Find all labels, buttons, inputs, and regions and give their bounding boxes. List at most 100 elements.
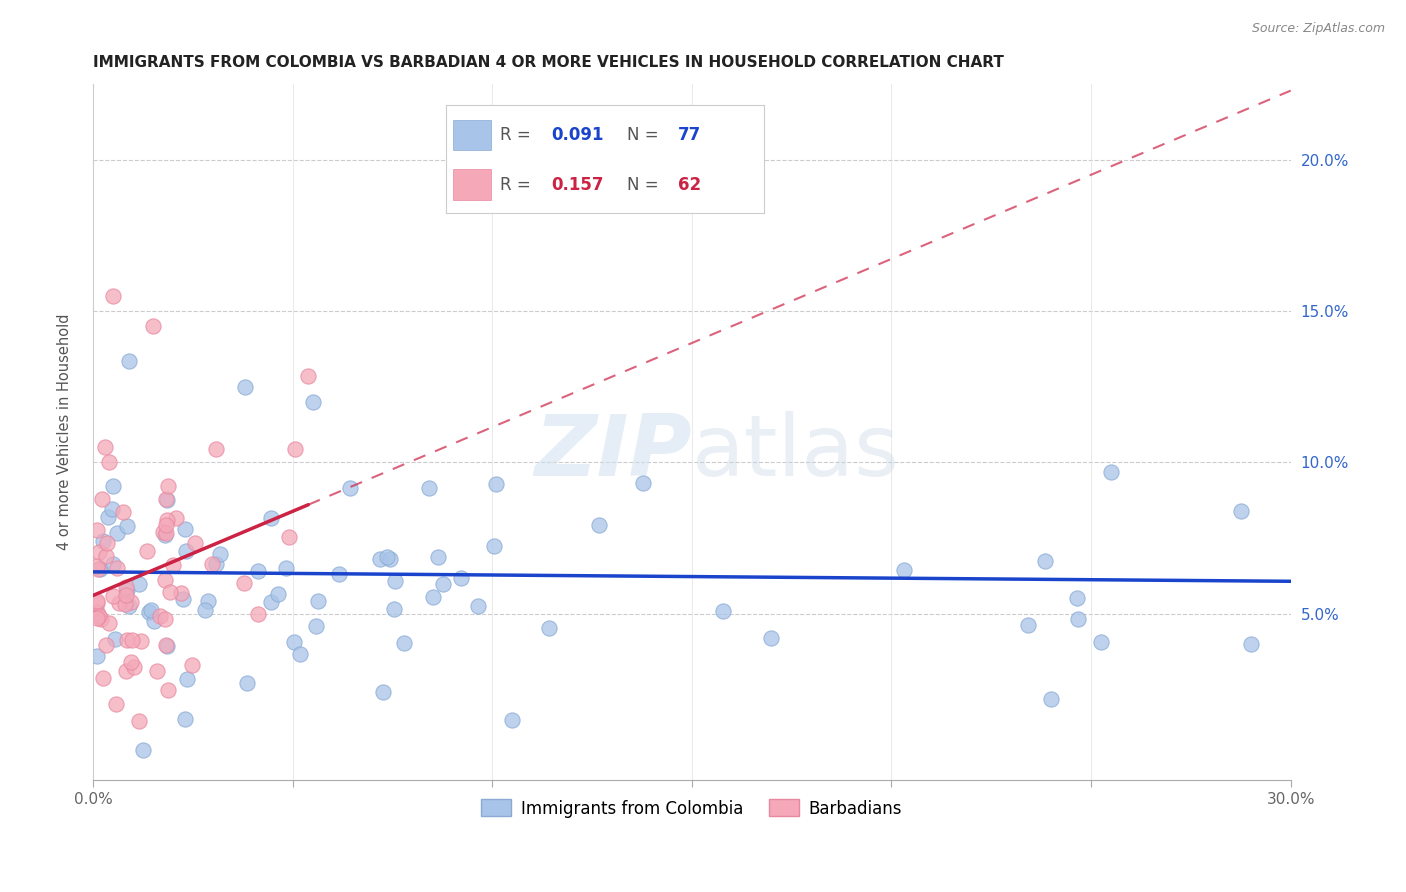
Point: [288, 647, 311, 661]
Point: [283, 635, 305, 649]
Point: [432, 577, 454, 591]
Point: [131, 743, 153, 757]
Point: [384, 574, 406, 589]
Point: [155, 525, 177, 540]
Point: [328, 567, 350, 582]
Point: [1240, 637, 1263, 651]
Point: [103, 589, 125, 603]
Point: [1067, 612, 1090, 626]
Point: [101, 479, 124, 493]
Point: [156, 479, 179, 493]
Point: [711, 604, 734, 618]
Point: [103, 557, 125, 571]
Point: [1040, 691, 1063, 706]
Point: [1017, 618, 1039, 632]
Point: [893, 563, 915, 577]
Point: [378, 552, 401, 566]
Point: [104, 698, 127, 712]
Point: [274, 561, 297, 575]
Point: [138, 605, 160, 619]
Point: [124, 660, 146, 674]
Point: [114, 580, 136, 594]
Point: [484, 539, 506, 553]
Point: [305, 618, 328, 632]
Point: [86, 559, 108, 574]
Point: [91, 671, 114, 685]
Point: [204, 442, 226, 456]
Point: [197, 594, 219, 608]
Point: [104, 632, 127, 646]
Point: [136, 544, 159, 558]
Point: [108, 596, 131, 610]
Point: [277, 530, 299, 544]
Point: [170, 586, 193, 600]
Point: [156, 513, 179, 527]
Point: [467, 599, 489, 614]
Point: [382, 602, 405, 616]
Point: [418, 481, 440, 495]
Point: [115, 664, 138, 678]
Point: [246, 607, 269, 622]
Point: [86, 523, 108, 537]
Point: [450, 571, 472, 585]
Text: IMMIGRANTS FROM COLOMBIA VS BARBADIAN 4 OR MORE VEHICLES IN HOUSEHOLD CORRELATIO: IMMIGRANTS FROM COLOMBIA VS BARBADIAN 4 …: [93, 55, 1004, 70]
Point: [194, 603, 217, 617]
Point: [89, 545, 111, 559]
Point: [339, 481, 361, 495]
Point: [301, 394, 323, 409]
Point: [173, 712, 195, 726]
Point: [118, 354, 141, 368]
Point: [485, 477, 508, 491]
Point: [260, 511, 283, 525]
Legend: Immigrants from Colombia, Barbadians: Immigrants from Colombia, Barbadians: [475, 793, 908, 824]
Point: [553, 137, 575, 152]
Point: [232, 575, 254, 590]
Point: [297, 368, 319, 383]
Point: [370, 552, 392, 566]
Point: [162, 558, 184, 572]
Point: [371, 685, 394, 699]
Point: [139, 603, 162, 617]
Point: [89, 562, 111, 576]
Point: [142, 614, 165, 628]
Point: [96, 549, 118, 564]
Point: [101, 289, 124, 303]
Point: [156, 639, 179, 653]
Point: [114, 597, 136, 611]
Point: [105, 526, 128, 541]
Point: [422, 590, 444, 604]
Point: [537, 622, 560, 636]
Point: [501, 713, 523, 727]
Y-axis label: 4 or more Vehicles in Household: 4 or more Vehicles in Household: [58, 314, 72, 550]
Point: [392, 636, 415, 650]
Point: [173, 522, 195, 536]
Point: [1230, 503, 1253, 517]
Point: [86, 648, 108, 663]
Point: [759, 631, 782, 645]
Point: [1090, 634, 1112, 648]
Point: [233, 379, 256, 393]
Point: [90, 612, 112, 626]
Point: [149, 609, 172, 624]
Point: [142, 319, 165, 334]
Point: [157, 683, 180, 698]
Point: [87, 609, 110, 624]
Point: [180, 658, 202, 673]
Point: [246, 564, 269, 578]
Point: [131, 634, 153, 648]
Point: [235, 676, 257, 690]
Point: [117, 633, 139, 648]
Point: [155, 518, 177, 533]
Point: [205, 557, 228, 571]
Point: [90, 491, 112, 506]
Point: [97, 509, 120, 524]
Point: [100, 502, 122, 516]
Point: [86, 594, 108, 608]
Point: [156, 493, 179, 508]
Point: [307, 594, 329, 608]
Point: [121, 633, 143, 648]
Point: [209, 547, 232, 561]
Point: [165, 510, 187, 524]
Point: [118, 599, 141, 614]
Point: [155, 638, 177, 652]
